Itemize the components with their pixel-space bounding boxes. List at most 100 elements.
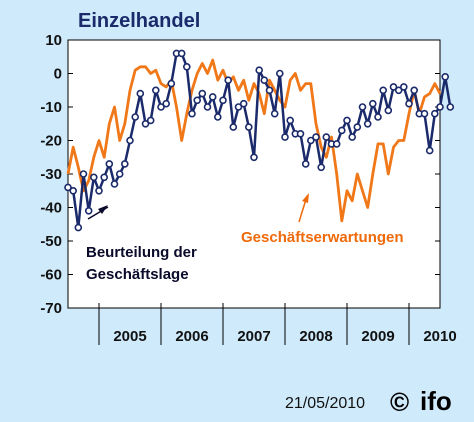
data-point (167, 79, 176, 88)
data-point (410, 86, 419, 95)
data-point (389, 83, 398, 91)
data-point (332, 140, 341, 148)
data-point (322, 133, 331, 141)
data-point (208, 93, 217, 101)
data-point (446, 103, 455, 111)
data-point (193, 96, 201, 105)
annotations: Beurteilung der Geschäftslage Geschäftse… (86, 193, 404, 283)
data-point (219, 96, 227, 105)
data-point (394, 86, 403, 95)
data-point (353, 123, 362, 131)
data-point (265, 86, 274, 95)
data-point (69, 187, 77, 195)
data-point (105, 160, 114, 168)
data-point (198, 89, 207, 98)
data-point (177, 49, 186, 58)
ifo-logo: ifo (420, 386, 452, 416)
data-point (275, 69, 284, 78)
data-point (317, 163, 326, 172)
data-point (79, 170, 88, 178)
x-tick-label: 2006 (175, 328, 208, 345)
business-expectations-label: Geschäftserwartungen (241, 229, 404, 246)
data-point (136, 89, 145, 98)
series-layer (64, 49, 455, 232)
series-line-business-expectations (66, 58, 442, 223)
x-tick-label: 2009 (361, 328, 394, 345)
y-tick-label: 10 (45, 32, 62, 49)
data-point (214, 113, 222, 121)
data-point (296, 130, 305, 138)
data-point (183, 63, 191, 71)
data-point (384, 106, 393, 115)
x-axis: 2005 2006 2007 2008 2009 2010 (98, 303, 457, 345)
y-tick-label: -30 (40, 166, 62, 183)
data-point (157, 103, 165, 111)
data-point (250, 153, 258, 162)
y-axis: 10 0 -10 -20 -30 -40 -50 -60 -70 (40, 32, 440, 317)
y-tick-label: -70 (40, 300, 62, 317)
data-point (399, 83, 408, 91)
data-point (374, 113, 382, 121)
footer-date: 21/05/2010 (285, 395, 365, 412)
data-point (110, 180, 119, 188)
x-tick-label: 2010 (423, 328, 456, 345)
data-point (260, 76, 269, 84)
data-point (337, 126, 346, 135)
data-point (126, 136, 134, 145)
business-situation-label-line2: Geschäftslage (86, 266, 189, 283)
data-point (358, 103, 367, 111)
data-point (420, 109, 429, 118)
data-point (131, 113, 139, 121)
data-point (245, 123, 253, 131)
data-point (441, 73, 450, 81)
data-point (348, 133, 357, 141)
data-point (234, 103, 243, 111)
data-point (343, 116, 351, 125)
x-tick-label: 2008 (299, 328, 332, 345)
data-point (121, 160, 129, 168)
x-tick-label: 2005 (113, 328, 146, 345)
data-point (255, 66, 264, 74)
y-tick-label: 0 (54, 66, 62, 83)
data-point (286, 116, 295, 125)
business-situation-arrowhead (98, 205, 108, 214)
data-point (84, 207, 93, 215)
business-expectations-arrowhead (302, 193, 309, 203)
data-point (162, 99, 170, 108)
data-point (146, 116, 155, 125)
copyright-symbol: © (390, 387, 409, 417)
data-point (379, 86, 388, 95)
data-point (405, 99, 413, 108)
data-point (64, 183, 72, 192)
data-point (281, 133, 289, 141)
data-point (224, 76, 232, 84)
data-point (203, 103, 212, 111)
data-point (312, 133, 320, 141)
y-tick-label: -10 (40, 99, 62, 116)
data-point (100, 173, 108, 182)
y-tick-label: -60 (40, 267, 62, 284)
y-tick-label: -40 (40, 200, 62, 217)
data-point (152, 86, 160, 95)
business-situation-label-line1: Beurteilung der (86, 244, 197, 261)
data-point (95, 187, 103, 195)
chart-title: Einzelhandel (78, 10, 200, 32)
data-point (90, 173, 98, 182)
data-point (301, 160, 310, 168)
y-tick-label: -20 (40, 133, 62, 150)
data-point (115, 170, 124, 178)
data-point (239, 99, 248, 108)
y-tick-label: -50 (40, 233, 62, 250)
data-point (74, 223, 83, 232)
data-point (188, 109, 196, 118)
data-point (306, 136, 315, 145)
data-point (363, 120, 372, 128)
data-point (141, 120, 150, 128)
data-point (430, 109, 439, 118)
data-point (229, 123, 238, 131)
x-tick-label: 2007 (237, 328, 270, 345)
data-point (368, 99, 377, 108)
data-point (425, 146, 434, 155)
